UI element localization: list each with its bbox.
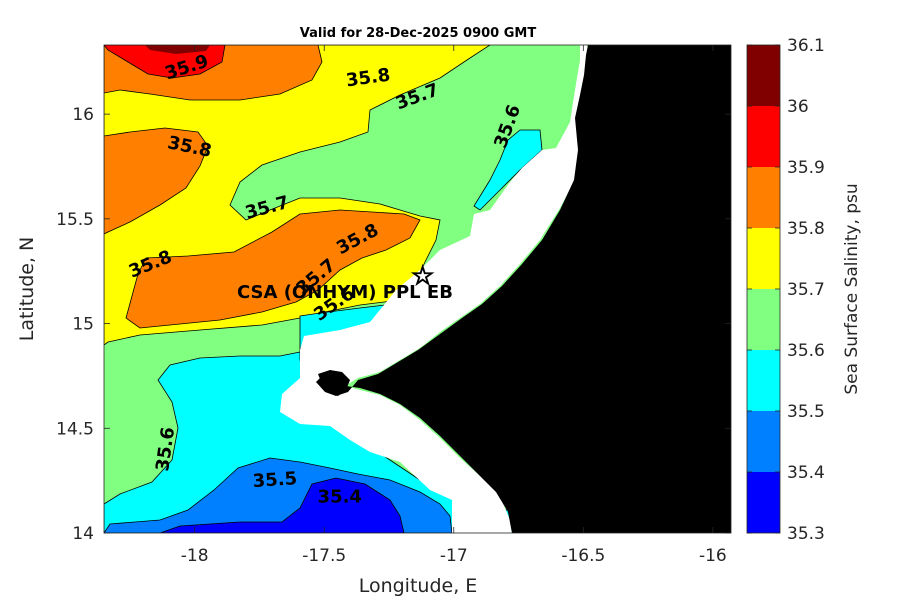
y-axis-ticks: 14 14.5 15 15.5 16 [56,105,731,544]
colorbar-swatch [747,106,780,167]
contour-label: 35.5 [252,468,298,492]
colorbar-tick-label: 35.8 [787,219,825,239]
y-tick-label: 14 [72,524,94,544]
salinity-band-36.0-36.1 [145,45,210,54]
station-label: CSA (ONHYM) PPL EB [237,282,453,303]
map-plot-area: 35.9 35.835.735.635.835.735.835.8 35.735.6… [104,45,731,533]
colorbar-label: Sea Surface Salinity, psu [842,183,862,394]
colorbar-tick-label: 35.7 [787,280,825,300]
colorbar [747,45,780,533]
colorbar-swatch [747,289,780,350]
map-title: Valid for 28-Dec-2025 0900 GMT [300,26,537,41]
colorbar-tick-label: 36.1 [787,36,825,56]
salinity-band-35.8-35.9-coastal-shelf [104,127,209,235]
x-tick-label: -16 [699,546,727,566]
y-tick-label: 15.5 [56,210,94,230]
salinity-band-35.9-36.0 [104,45,226,79]
x-tick-label: -18 [181,546,209,566]
colorbar-swatch [747,411,780,472]
station-star-icon: ☆ [411,261,434,291]
colorbar-swatch [747,472,780,533]
x-tick-label: -16.5 [561,546,605,566]
x-tick-label: -17 [440,546,468,566]
x-tick-label: -17.5 [302,546,346,566]
colorbar-swatch [747,228,780,289]
colorbar-tick-label: 35.4 [787,463,825,483]
y-tick-label: 14.5 [56,419,94,439]
colorbar-swatch [747,167,780,228]
y-tick-label: 15 [72,315,94,335]
colorbar-swatch [747,45,780,106]
salinity-band-35.8-35.9-central [125,209,421,329]
colorbar-tick-label: 36 [787,97,809,117]
colorbar-tick-label: 35.9 [787,158,825,178]
colorbar-tick-label: 35.5 [787,402,825,422]
x-axis-label: Longitude, E [359,575,478,597]
salinity-band-35.3-35.4 [159,477,405,533]
land-cap-vert-peninsula [318,370,350,396]
y-tick-label: 16 [72,105,94,125]
contour-label: 35.4 [318,486,362,507]
x-axis-ticks: -18 -17.5 -17 -16.5 -16 [181,45,727,566]
colorbar-ticks: 35.3 35.4 35.5 35.6 35.7 35.8 35.9 36 36.1 [747,36,825,544]
colorbar-tick-label: 35.6 [787,341,825,361]
coastal-mask-region [280,45,590,533]
colorbar-tick-label: 35.3 [787,524,825,544]
colorbar-swatch [747,350,780,411]
map-axes-frame [103,44,732,534]
y-axis-label: Latitude, N [16,237,38,342]
land-senegal [316,45,731,533]
salinity-band-35.5-35.6-nearshore [473,129,543,211]
